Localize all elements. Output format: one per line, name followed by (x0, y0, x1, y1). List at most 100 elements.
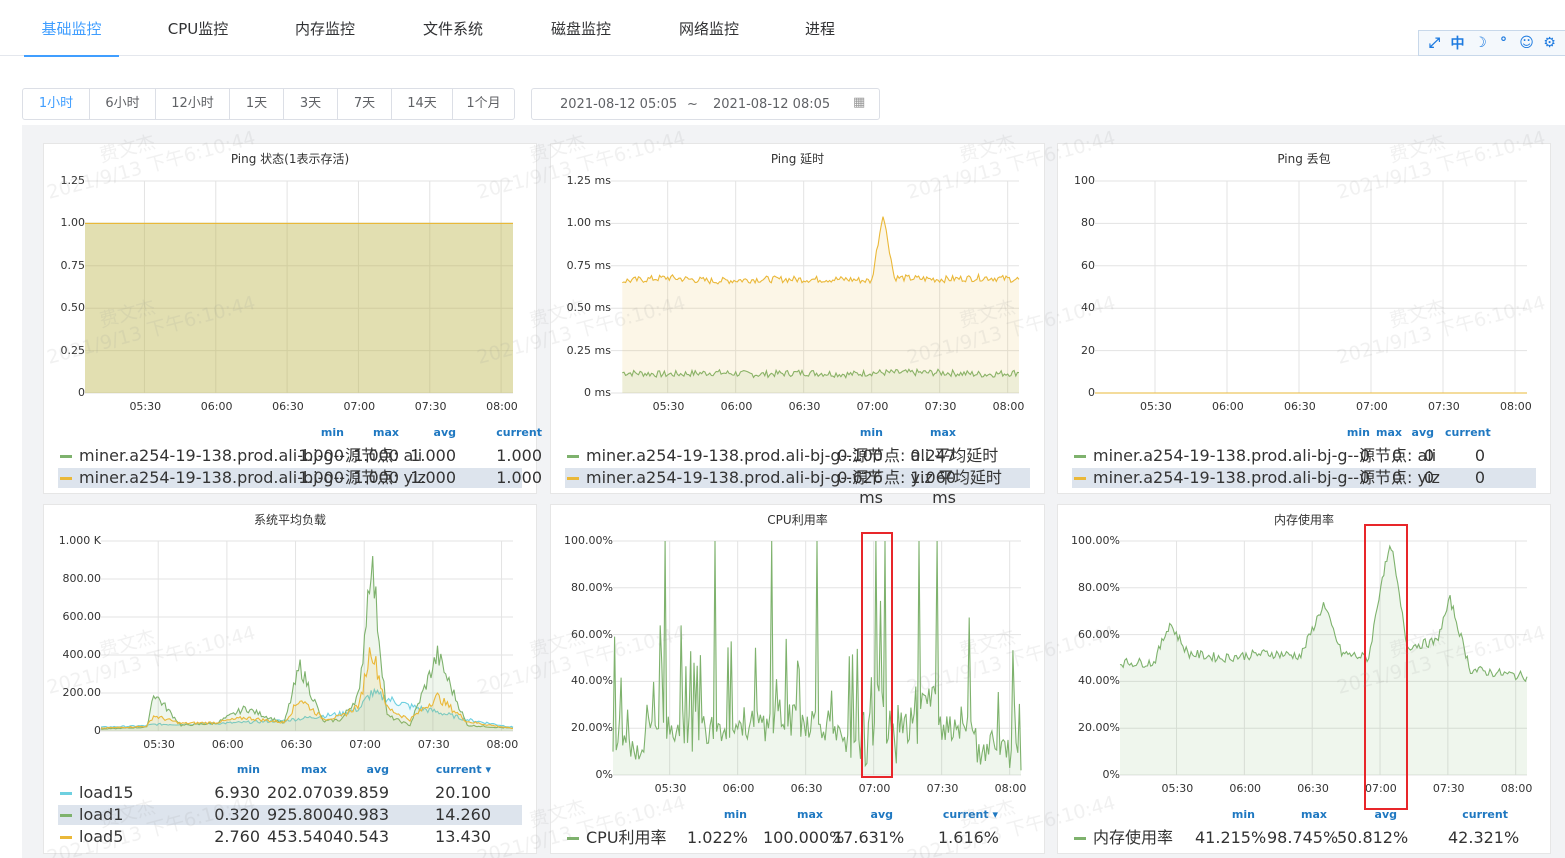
legend-row[interactable]: load15 6.930 202.070 39.859 20.100 (58, 783, 522, 803)
legend-value: 40.543 (333, 827, 389, 846)
range-1h-button[interactable]: 1小时 (23, 89, 90, 119)
range-12h-button[interactable]: 12小时 (156, 89, 230, 119)
cpu-spike-highlight-box (861, 532, 893, 778)
range-1d-button[interactable]: 1天 (230, 89, 284, 119)
series-area (622, 369, 1019, 393)
legend-value: 1.000 (298, 446, 344, 465)
y-tick-label: 0% (1102, 768, 1120, 781)
tab-disk-monitor[interactable]: 磁盘监控 (550, 20, 611, 38)
expand-icon[interactable]: ⤢ (1428, 35, 1441, 51)
range-14d-button[interactable]: 14天 (392, 89, 453, 119)
y-tick-label: 0.50 (60, 301, 86, 315)
legend-row[interactable]: miner.a254-19-138.prod.ali-bj-g--源节点: al… (58, 446, 542, 466)
legend-column-header: min (1231, 808, 1255, 821)
x-tick-label: 06:00 (211, 738, 244, 751)
gear-icon[interactable]: ⚙ (1543, 35, 1556, 51)
y-tick-label: 100.00% (1071, 534, 1120, 547)
x-tick-label: 07:00 (1365, 782, 1397, 795)
legend-column-header: max (301, 763, 327, 776)
panel-title: CPU利用率 (767, 513, 828, 527)
date-range-picker[interactable]: 2021-08-12 05:05 ~ 2021-08-12 08:05 ▦ (531, 88, 880, 120)
legend-value: 0 (1423, 468, 1434, 487)
legend-column-header: max (1301, 808, 1327, 821)
y-tick-label: 0 (78, 386, 85, 399)
legend-series-name: load15 (79, 783, 134, 802)
tab-memory-monitor[interactable]: 内存监控 (294, 20, 355, 38)
x-tick-label: 06:30 (1297, 782, 1329, 795)
legend-column-header: avg (1411, 426, 1434, 439)
x-tick-label: 05:30 (1161, 782, 1194, 795)
tab-filesystem[interactable]: 文件系统 (422, 20, 483, 38)
series-area (85, 223, 513, 393)
chart-plot-area (612, 540, 1022, 776)
y-tick-label: 60 (1081, 258, 1095, 272)
x-tick-label: 06:00 (1229, 782, 1262, 795)
legend-value: 1.000 (410, 468, 456, 487)
dots-icon[interactable]: ° (1500, 35, 1507, 51)
x-tick-label: 07:30 (926, 782, 959, 795)
top-tab-bar: 基础监控 CPU监控 内存监控 文件系统 磁盘监控 网络监控 进程 (0, 0, 1565, 57)
y-tick-label: 40 (1081, 301, 1095, 315)
tab-process[interactable]: 进程 (804, 20, 835, 38)
x-tick-label: 07:30 (414, 400, 447, 413)
legend-row[interactable]: miner.a254-19-138.prod.ali-bj-g--源节点: al… (565, 446, 1030, 485)
legend-row[interactable]: CPU利用率 1.022% 100.000% 17.631% 1.616% (565, 828, 1030, 848)
y-tick-label: 100 (1074, 174, 1095, 187)
legend-row[interactable]: 内存使用率 41.215% 98.745% 50.812% 42.321% (1072, 828, 1536, 848)
y-tick-label: 20.00% (1078, 721, 1120, 735)
range-6h-button[interactable]: 6小时 (90, 89, 156, 119)
legend-swatch (60, 836, 72, 839)
chart-svg (100, 540, 514, 732)
language-toggle[interactable]: 中 (1450, 36, 1465, 52)
legend-row[interactable]: miner.a254-19-138.prod.ali-bj-g--源节点: al… (1072, 446, 1536, 466)
legend-series-name: miner.a254-19-138.prod.ali-bj-g--源节点: al… (79, 446, 423, 465)
x-tick-label: 06:30 (790, 782, 823, 795)
chart-svg (85, 180, 513, 394)
legend-row[interactable]: miner.a254-19-138.prod.ali-bj-g--源节点: yi… (1072, 468, 1536, 488)
legend-column-header: current ▾ (435, 763, 491, 776)
y-tick-label: 400.00 (62, 648, 102, 661)
legend-value: 202.070 (267, 783, 334, 802)
legend-row[interactable]: load5 2.760 453.540 40.543 13.430 (58, 827, 522, 847)
y-tick-label: 80.00% (571, 580, 613, 594)
y-tick-label: 0.50 ms (566, 301, 611, 315)
legend-swatch (60, 477, 72, 480)
user-icon[interactable]: ☺ (1519, 35, 1534, 51)
legend-value: 0 (1359, 468, 1370, 487)
legend-value: 0 (1359, 446, 1370, 465)
legend-column-header: avg (870, 808, 893, 821)
x-tick-label: 08:00 (992, 400, 1025, 413)
floating-toolset: ⤢ 中 ☽ ° ☺ ⚙ (1418, 30, 1565, 56)
range-7d-button[interactable]: 7天 (338, 89, 392, 119)
legend-value: 1.022% (687, 828, 749, 847)
legend-column-header: current (1462, 808, 1508, 821)
series-line (612, 540, 1022, 771)
x-tick-label: 08:00 (1500, 782, 1533, 795)
y-tick-label: 80.00% (1078, 580, 1120, 594)
series-line (622, 216, 1020, 285)
series-area (85, 223, 513, 393)
x-tick-label: 07:30 (1432, 782, 1465, 795)
legend-row[interactable]: miner.a254-19-138.prod.ali-bj-g--源节点: yi… (565, 468, 1030, 507)
moon-icon[interactable]: ☽ (1474, 35, 1487, 51)
x-tick-label: 07:30 (924, 400, 957, 413)
calendar-icon[interactable]: ▦ (853, 95, 866, 110)
legend-row[interactable]: miner.a254-19-138.prod.ali-bj-g--源节点: yi… (58, 468, 542, 488)
legend-column-header: min (859, 426, 883, 439)
range-3d-button[interactable]: 3天 (284, 89, 338, 119)
x-tick-label: 07:00 (856, 400, 889, 413)
x-tick-label: 05:30 (654, 782, 687, 795)
legend-value: 42.321% (1448, 828, 1520, 847)
range-1m-button[interactable]: 1个月 (466, 96, 501, 111)
y-tick-label: 1.000 K (58, 534, 101, 547)
legend-value: 6.930 (214, 783, 260, 802)
chart-svg (612, 540, 1022, 776)
legend-value: 13.430 (435, 827, 491, 846)
legend-value: 14.260 (435, 805, 491, 824)
tab-network-monitor[interactable]: 网络监控 (678, 20, 739, 38)
tab-basic-monitor[interactable]: 基础监控 (24, 0, 119, 57)
tab-cpu-monitor[interactable]: CPU监控 (167, 20, 229, 38)
x-tick-label: 06:00 (720, 400, 753, 413)
legend-value: 453.540 (267, 827, 334, 846)
legend-row[interactable]: load1 0.320 925.800 40.983 14.260 (58, 805, 522, 825)
